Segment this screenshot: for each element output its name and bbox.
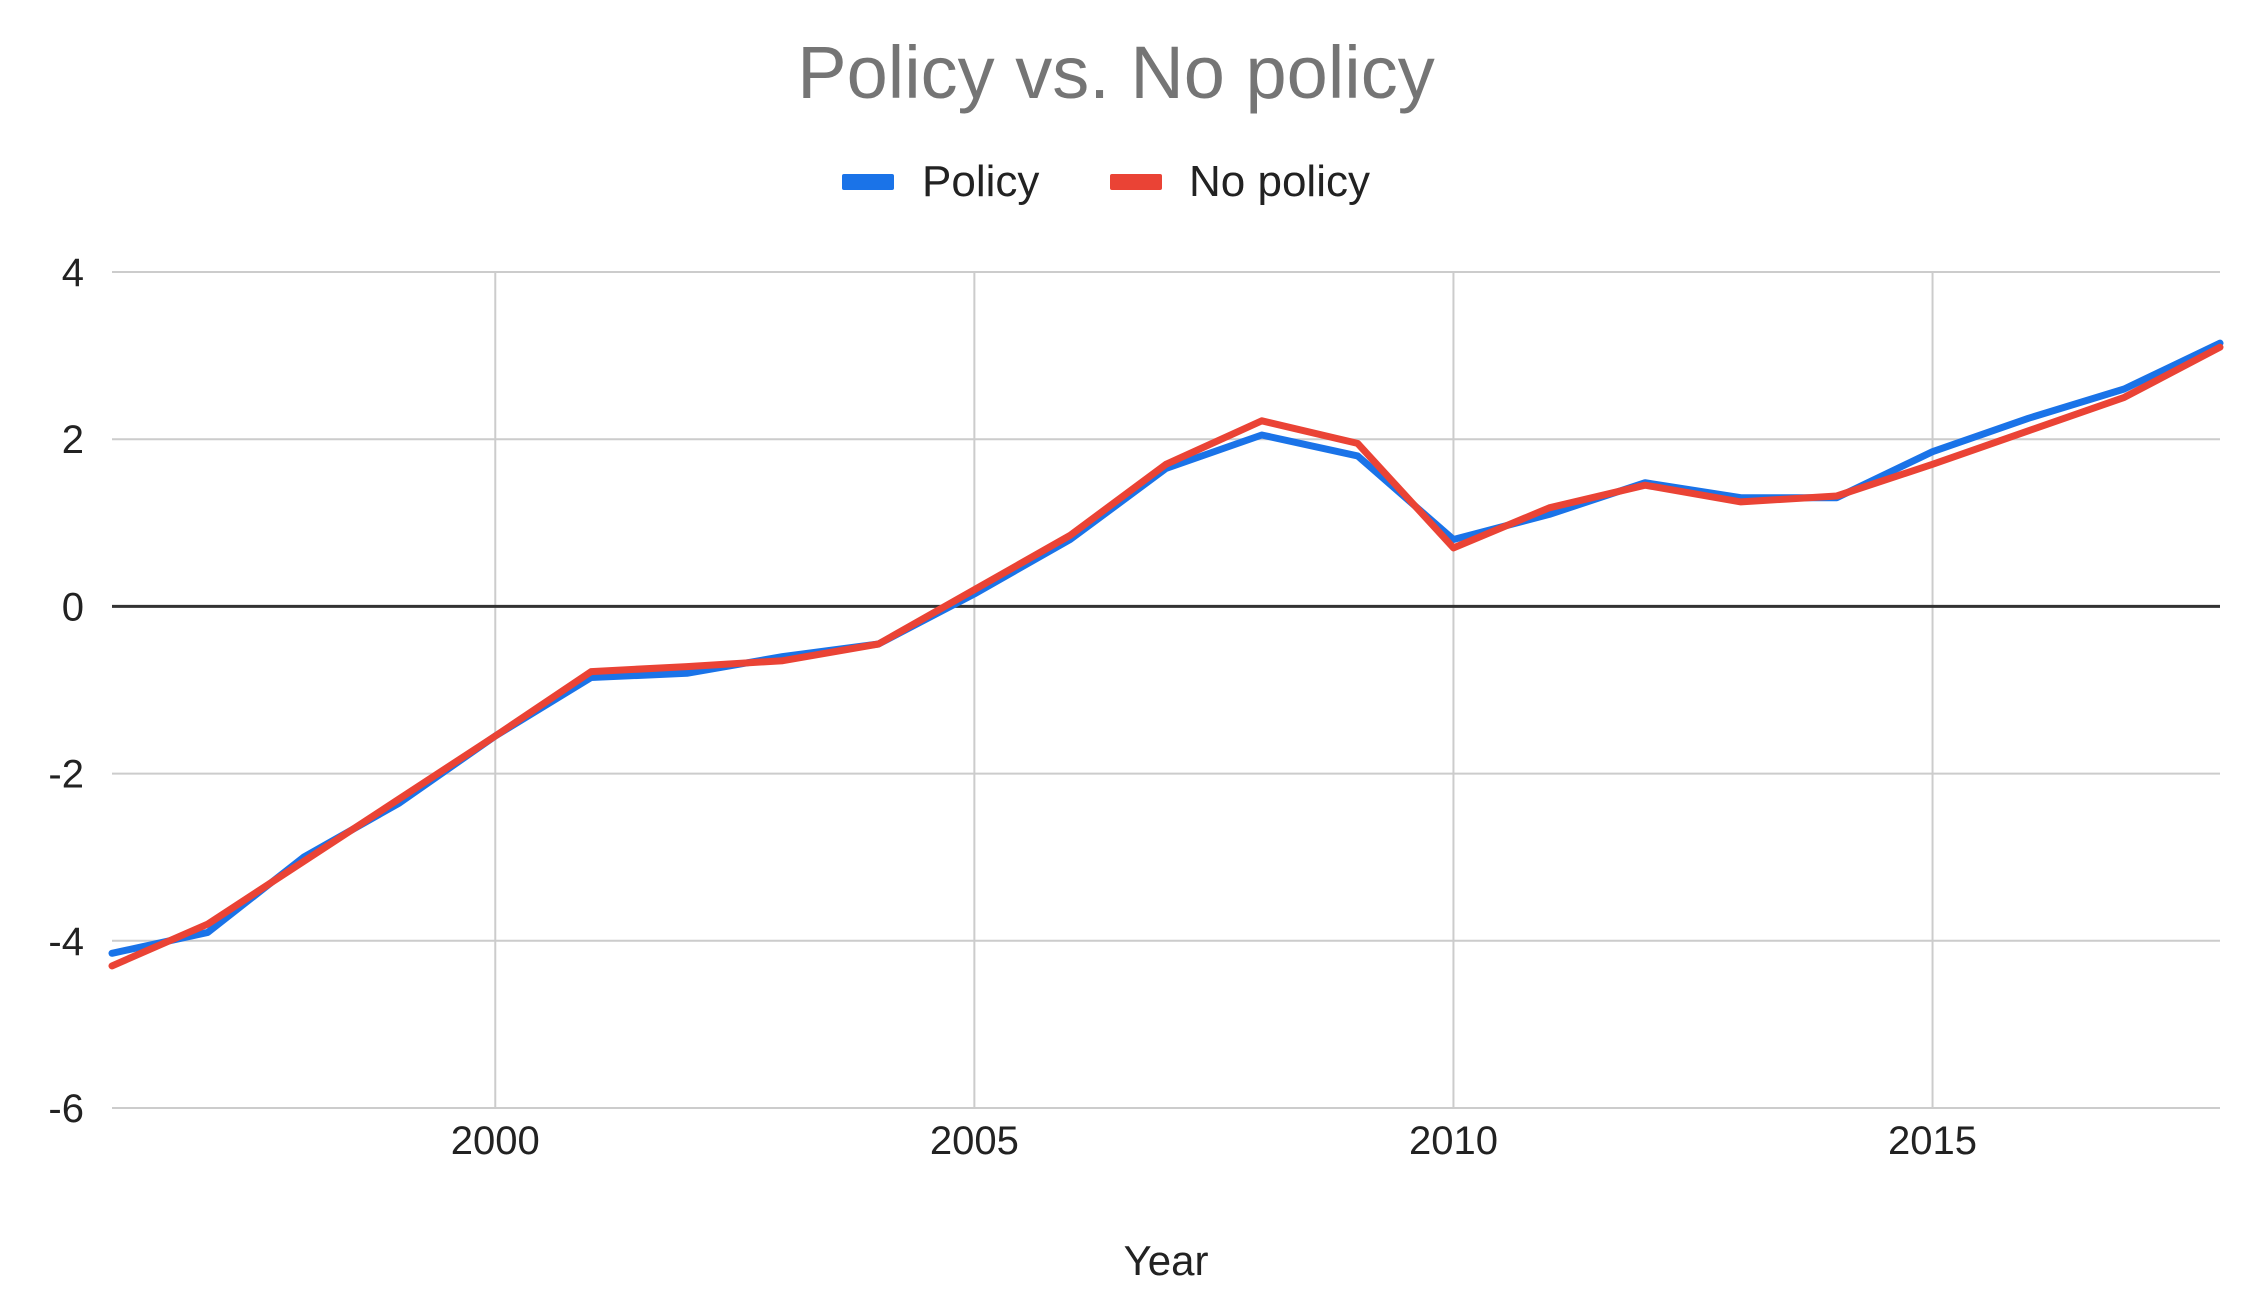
legend-swatch-no-policy	[1110, 174, 1162, 190]
legend-swatch-policy	[842, 174, 894, 190]
y-tick-label: 4	[62, 251, 84, 295]
series-line-policy	[108, 339, 2224, 957]
x-tick-label: 2010	[1409, 1119, 1498, 1163]
chart-title: Policy vs. No policy	[797, 31, 1434, 114]
legend-label-no-policy: No policy	[1189, 157, 1370, 206]
y-tick-label: 0	[62, 585, 84, 629]
x-axis-tick-labels: 2000 2005 2010 2015	[451, 1119, 1977, 1163]
y-tick-label: -6	[48, 1087, 84, 1131]
x-tick-label: 2005	[930, 1119, 1019, 1163]
legend-label-policy: Policy	[922, 157, 1039, 206]
series-line-no-policy	[108, 343, 2224, 970]
y-tick-label: -4	[48, 920, 84, 964]
y-tick-label: 2	[62, 418, 84, 462]
gridlines	[112, 271, 2220, 1109]
x-tick-label: 2000	[451, 1119, 540, 1163]
y-axis-tick-labels: 4 2 0 -2 -4 -6	[48, 251, 84, 1131]
x-axis-title: Year	[1124, 1237, 1209, 1284]
legend: Policy No policy	[842, 157, 1370, 206]
x-tick-label: 2015	[1888, 1119, 1977, 1163]
y-tick-label: -2	[48, 753, 84, 797]
series-lines	[108, 339, 2224, 970]
